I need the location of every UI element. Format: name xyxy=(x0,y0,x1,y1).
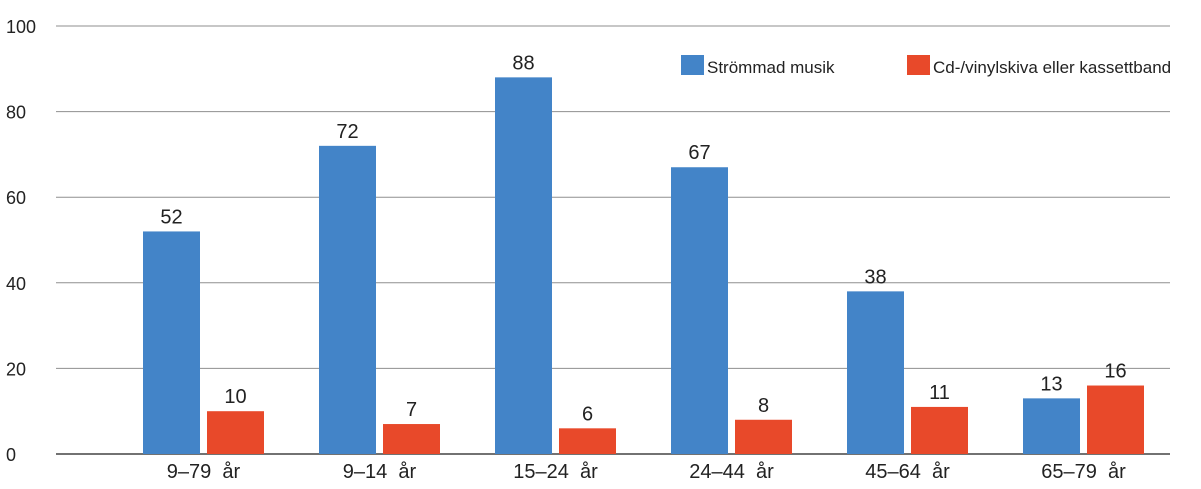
y-tick-label: 40 xyxy=(6,274,26,294)
data-label: 88 xyxy=(512,52,534,74)
bar-streaming xyxy=(847,291,904,454)
bar-physical xyxy=(559,428,616,454)
data-label: 38 xyxy=(864,266,886,288)
bar-streaming xyxy=(671,167,728,455)
data-label: 6 xyxy=(582,403,593,425)
data-label: 11 xyxy=(929,382,950,404)
data-label: 72 xyxy=(336,121,358,143)
x-tick-label: 65–79 år xyxy=(1041,461,1126,483)
bar-physical xyxy=(1087,385,1144,454)
x-tick-label: 24–44 år xyxy=(689,461,774,483)
y-tick-label: 20 xyxy=(6,359,26,379)
bar-physical xyxy=(383,424,440,454)
bar-streaming xyxy=(143,231,200,454)
x-tick-label: 9–14 år xyxy=(343,461,417,483)
legend-label: Strömmad musik xyxy=(707,58,835,77)
y-tick-label: 80 xyxy=(6,103,26,123)
y-tick-label: 60 xyxy=(6,188,26,208)
data-label: 10 xyxy=(224,386,246,408)
data-label: 52 xyxy=(160,206,182,228)
bar-physical xyxy=(207,411,264,454)
x-tick-label: 9–79 år xyxy=(167,461,241,483)
data-label: 67 xyxy=(688,142,710,164)
data-label: 7 xyxy=(406,399,417,421)
legend-label: Cd-/vinylskiva eller kassettband xyxy=(933,58,1171,77)
data-label: 16 xyxy=(1104,361,1126,383)
y-tick-label: 0 xyxy=(6,445,16,465)
bar-physical xyxy=(735,419,792,454)
data-label: 8 xyxy=(758,395,769,417)
x-tick-label: 15–24 år xyxy=(513,461,598,483)
x-tick-label: 45–64 år xyxy=(865,461,950,483)
bar-physical xyxy=(911,406,968,454)
bar-streaming xyxy=(319,145,376,454)
y-tick-label: 100 xyxy=(6,17,36,37)
bar-streaming xyxy=(1023,398,1080,454)
legend-swatch xyxy=(907,55,930,75)
data-label: 13 xyxy=(1040,373,1062,395)
bar-streaming xyxy=(495,77,552,455)
legend-swatch xyxy=(681,55,704,75)
